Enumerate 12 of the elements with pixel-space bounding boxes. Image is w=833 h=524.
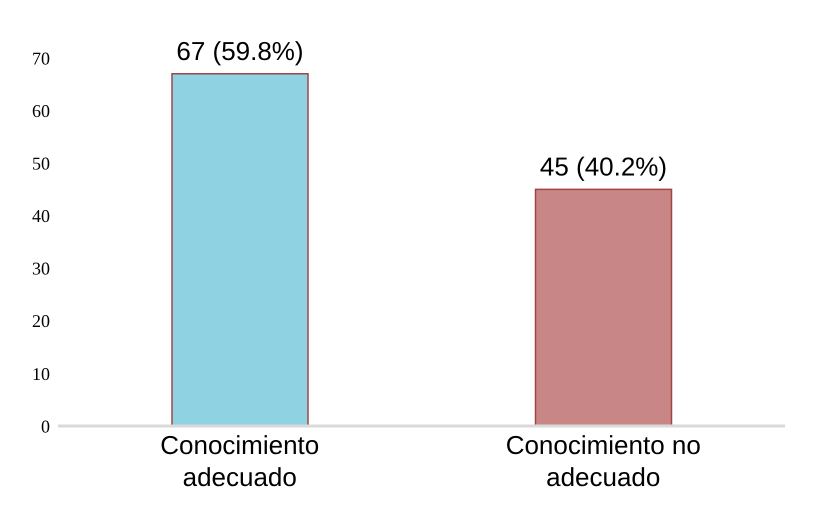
x-tick-label: Conocimiento adecuado	[160, 430, 320, 492]
y-tick-label: 20	[32, 311, 50, 332]
x-tick-label: Conocimiento no adecuado	[506, 430, 701, 492]
y-tick-label: 70	[32, 48, 50, 68]
y-tick-label: 50	[32, 154, 50, 174]
y-tick-label: 10	[32, 364, 50, 384]
data-label: 67 (59.8%)	[176, 36, 304, 66]
y-tick-label: 0	[41, 416, 50, 436]
y-tick-label: 60	[32, 100, 50, 121]
y-tick-label: 40	[32, 206, 50, 226]
data-label: 45 (40.2%)	[540, 151, 668, 182]
y-tick-label: 30	[32, 258, 50, 279]
